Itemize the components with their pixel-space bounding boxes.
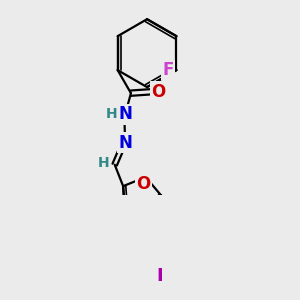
Text: N: N	[119, 134, 133, 152]
Text: N: N	[118, 105, 132, 123]
Text: H: H	[106, 107, 118, 121]
Text: F: F	[163, 61, 174, 79]
Text: O: O	[136, 175, 150, 193]
Text: H: H	[98, 156, 109, 170]
Text: I: I	[157, 267, 163, 285]
Text: O: O	[152, 83, 166, 101]
